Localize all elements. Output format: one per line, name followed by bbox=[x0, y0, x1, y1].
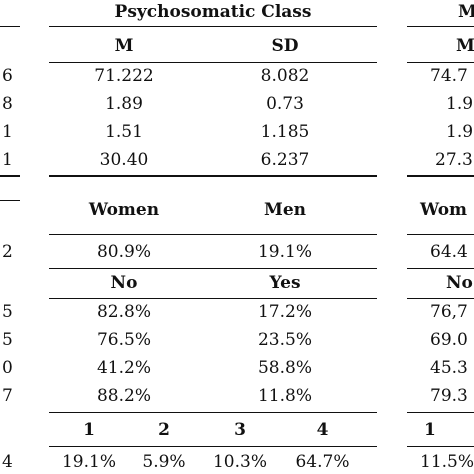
cell-cat-3: 10.3% bbox=[212, 452, 267, 472]
cell-m: 30.40 bbox=[99, 150, 149, 170]
col-header-m-group2: M bbox=[456, 36, 474, 56]
col-header-cat-3: 3 bbox=[234, 420, 246, 440]
rule-yesno-end-group1 bbox=[49, 412, 377, 413]
left-cut-value: 4 bbox=[2, 452, 13, 472]
left-cut-value: 2 bbox=[2, 242, 13, 262]
rule-yesno-end-group2 bbox=[407, 412, 474, 413]
rule-gender-row-group1 bbox=[49, 268, 377, 269]
rule-cat-header-group2 bbox=[407, 446, 474, 447]
rule-stats-end-group2 bbox=[407, 175, 474, 177]
rule-yesno-header-group1 bbox=[49, 298, 377, 299]
rule-top-group2 bbox=[407, 26, 474, 27]
left-cut-value: 7 bbox=[2, 386, 13, 406]
left-cut-value: 1 bbox=[2, 150, 13, 170]
rule-gender-header-group2 bbox=[407, 234, 474, 235]
col-header-no-group2: No bbox=[446, 273, 473, 293]
left-cut-value: 5 bbox=[2, 302, 13, 322]
left-cut-value: 5 bbox=[2, 330, 13, 350]
cell-m-group2: 27.3 bbox=[435, 150, 473, 170]
cell-men: 19.1% bbox=[257, 242, 312, 262]
cell-cat-1: 19.1% bbox=[61, 452, 116, 472]
cell-m-group2: 1.9 bbox=[446, 122, 474, 142]
group-header-truncated: M bbox=[458, 2, 474, 22]
cell-sd: 6.237 bbox=[260, 150, 310, 170]
cell-no-group2: 79.3 bbox=[430, 386, 468, 406]
col-header-no: No bbox=[110, 273, 138, 293]
col-header-cat-1: 1 bbox=[83, 420, 95, 440]
col-header-sd: SD bbox=[271, 36, 299, 56]
left-cut-value: 6 bbox=[2, 66, 13, 86]
cell-no: 88.2% bbox=[96, 386, 151, 406]
rule-yesno-header-group2 bbox=[407, 298, 474, 299]
rule-stats-end-group1 bbox=[49, 175, 377, 177]
col-header-women: Women bbox=[88, 200, 160, 220]
cell-cat-1-group2: 11.5% bbox=[420, 452, 474, 472]
cell-sd: 0.73 bbox=[266, 94, 304, 114]
col-header-yes: Yes bbox=[269, 273, 301, 293]
left-cut-value: 8 bbox=[2, 94, 13, 114]
cell-no: 76.5% bbox=[96, 330, 151, 350]
left-cut-value: 0 bbox=[2, 358, 13, 378]
rule-top-group1 bbox=[49, 26, 377, 27]
cell-sd: 8.082 bbox=[260, 66, 310, 86]
cell-no-group2: 69.0 bbox=[430, 330, 468, 350]
rule-stats-header-group1 bbox=[49, 62, 377, 63]
rule-cat-header-group1 bbox=[49, 446, 377, 447]
cell-cat-4: 64.7% bbox=[295, 452, 350, 472]
cell-m-group2: 1.9 bbox=[446, 94, 474, 114]
rule-left-section bbox=[0, 200, 20, 201]
rule-stats-header-group2 bbox=[407, 62, 474, 63]
cell-m: 1.51 bbox=[105, 122, 143, 142]
cell-m-group2: 74.7 bbox=[430, 66, 468, 86]
cell-women: 80.9% bbox=[96, 242, 151, 262]
col-header-cat-2: 2 bbox=[158, 420, 170, 440]
rule-stats-end-left bbox=[0, 175, 20, 177]
cell-m: 1.89 bbox=[105, 94, 143, 114]
cell-sd: 1.185 bbox=[260, 122, 310, 142]
cell-women-group2: 64.4 bbox=[430, 242, 468, 262]
col-header-cat-1-group2: 1 bbox=[424, 420, 436, 440]
cell-no-group2: 45.3 bbox=[430, 358, 468, 378]
col-header-cat-4: 4 bbox=[316, 420, 329, 440]
cell-yes: 11.8% bbox=[257, 386, 312, 406]
rule-top-left bbox=[0, 26, 20, 27]
cell-yes: 23.5% bbox=[257, 330, 312, 350]
col-header-men: Men bbox=[264, 200, 306, 220]
group-header-psychosomatic: Psychosomatic Class bbox=[114, 2, 312, 22]
rule-gender-row-group2 bbox=[407, 268, 474, 269]
cell-cat-2: 5.9% bbox=[142, 452, 186, 472]
cell-no: 41.2% bbox=[96, 358, 151, 378]
left-cut-value: 1 bbox=[2, 122, 13, 142]
cell-yes: 17.2% bbox=[257, 302, 312, 322]
col-header-women-group2: Wom bbox=[420, 200, 468, 220]
cell-m: 71.222 bbox=[94, 66, 154, 86]
cell-no-group2: 76,7 bbox=[430, 302, 468, 322]
col-header-m: M bbox=[114, 36, 134, 56]
cell-yes: 58.8% bbox=[257, 358, 312, 378]
cell-no: 82.8% bbox=[96, 302, 151, 322]
rule-gender-header-group1 bbox=[49, 234, 377, 235]
